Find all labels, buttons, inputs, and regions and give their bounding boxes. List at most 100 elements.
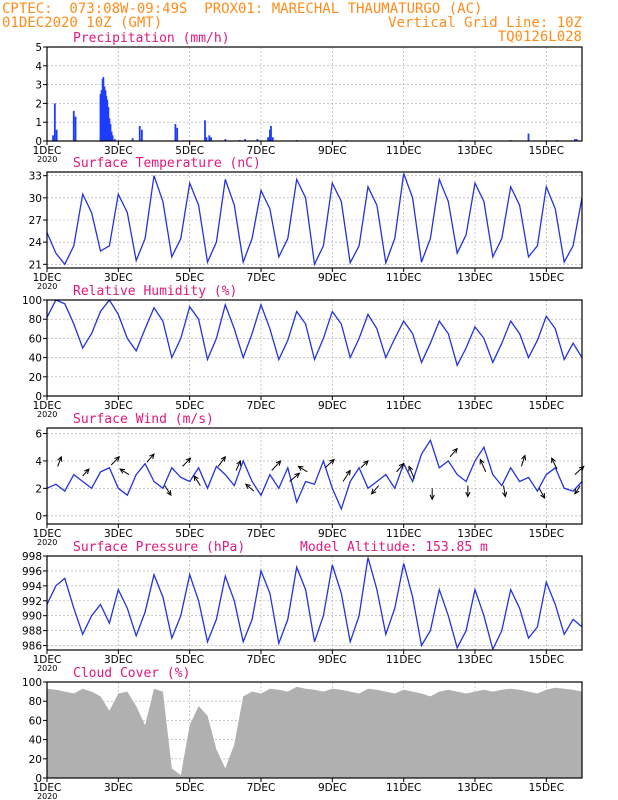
rh-xtick-label: 13DEC: [457, 400, 492, 412]
pressure-ytick-label: 986: [22, 641, 42, 653]
cloud-xtick-label: 1DEC: [33, 782, 62, 794]
wind-arrow: [82, 468, 90, 477]
wind-arrow-head: [294, 472, 301, 479]
precip-bar: [205, 137, 208, 141]
wind-arrow: [342, 469, 351, 482]
precip-bar: [72, 110, 75, 141]
wind-arrow-head: [244, 483, 251, 490]
wind-arrow-head: [185, 457, 192, 464]
header-model-id: TQ0126L028: [497, 29, 582, 45]
precip-ytick-label: 0: [35, 136, 42, 148]
wind-arrow: [217, 455, 227, 467]
wind-arrow-head: [429, 494, 435, 501]
precip-bar: [55, 129, 58, 141]
wind-arrow: [110, 455, 121, 466]
wind-arrow-shaft: [520, 455, 526, 467]
temp-xtick-label: 11DEC: [386, 272, 421, 284]
precip-bar: [110, 131, 113, 141]
precip-bar: [131, 138, 134, 141]
wind-arrow-shaft: [551, 457, 558, 470]
rh-ytick-label: 40: [29, 353, 42, 365]
wind-arrow-head: [114, 455, 121, 462]
pressure-plot-area: [47, 556, 582, 650]
wind-arrow-shaft: [449, 448, 458, 458]
wind-arrow-head: [84, 468, 90, 475]
cloud-xtick-label: 11DEC: [386, 782, 421, 794]
precip-bar: [74, 116, 77, 141]
wind-arrow: [324, 458, 335, 469]
wind-xtick-label: 13DEC: [457, 528, 492, 540]
pressure-panel: 986 988 990 992 994 996 998 1DEC 3DEC 5DEC 7DEC 9DE…: [22, 540, 583, 673]
wind-arrow-shaft: [503, 485, 506, 497]
cloud-frame: [46, 681, 583, 779]
precip-bar: [102, 77, 105, 141]
temp-ytick-label: 33: [29, 171, 42, 183]
pressure-year-label: 2020: [37, 664, 57, 673]
precip-bar: [103, 86, 106, 141]
cloud-xtick-label: 5DEC: [175, 782, 204, 794]
wind-arrow: [57, 455, 63, 467]
rh-ytick-label: 0: [35, 391, 42, 403]
precip-bar: [53, 103, 56, 141]
wind-arrow-shaft: [396, 463, 405, 473]
rh-frame: [46, 299, 583, 397]
wind-arrow: [479, 458, 487, 473]
wind-arrow: [235, 459, 242, 471]
wind-panel: 0 2 4 6 1DEC 3DEC 5DEC 7DEC 9DEC 11DEC 13DEC 15DEC 2…: [33, 412, 585, 547]
wind-xtick-label: 11DEC: [386, 528, 421, 540]
pressure-ytick-label: 988: [22, 626, 42, 638]
precip-ytick-label: 2: [35, 98, 42, 110]
precip-bar: [52, 135, 54, 141]
cloud-ytick-label: 0: [35, 773, 42, 785]
pressure-ytick-label: 992: [22, 596, 42, 608]
cloud-xtick-label: 3DEC: [104, 782, 133, 794]
precip-year-label: 2020: [37, 155, 57, 164]
wind-xtick-label: 9DEC: [318, 528, 347, 540]
wind-arrow-head: [363, 460, 369, 466]
wind-arrow-head: [297, 465, 304, 471]
cloud-ytick-label: 100: [22, 677, 42, 689]
precip-bar: [271, 137, 274, 141]
pressure-title: Surface Pressure (hPa): [73, 540, 245, 555]
rh-xtick-label: 15DEC: [529, 400, 564, 412]
temp-xtick-label: 9DEC: [318, 272, 347, 284]
precip-bar: [224, 139, 227, 141]
wind-arrow: [193, 475, 201, 486]
wind-xtick-label: 1DEC: [33, 528, 62, 540]
wind-arrow-shaft: [235, 460, 241, 471]
wind-arrow-head: [502, 491, 508, 498]
rh-xtick-label: 11DEC: [386, 400, 421, 412]
rh-xtick-label: 1DEC: [33, 400, 62, 412]
pressure-ytick-label: 998: [22, 551, 42, 563]
pressure-xtick-label: 7DEC: [247, 654, 276, 666]
wind-arrow-shaft: [82, 468, 90, 477]
rh-year-label: 2020: [37, 410, 57, 419]
precip-bar: [210, 137, 212, 141]
precip-bar: [256, 139, 259, 141]
temp-xtick-label: 15DEC: [529, 272, 564, 284]
cloud-ytick-label: 80: [29, 696, 42, 708]
wind-arrow-head: [149, 453, 155, 460]
rh-xtick-label: 7DEC: [247, 400, 276, 412]
precip-xtick-label: 9DEC: [318, 145, 347, 157]
pressure-xtick-label: 9DEC: [318, 654, 347, 666]
wind-arrow-shaft: [360, 460, 369, 469]
wind-arrow-shaft: [110, 456, 120, 466]
precip-ytick-label: 3: [35, 80, 42, 92]
wind-arrow-head: [119, 468, 126, 474]
header-grid-note: Vertical Grid Line: 10Z: [388, 15, 582, 31]
rh-xtick-label: 9DEC: [318, 400, 347, 412]
precip-panel: 0 1 2 3 4 5 1DEC 3DEC 5DEC 7DEC 9DEC 11DEC 13DEC 15DE…: [33, 31, 583, 164]
precip-plot-area: [47, 47, 582, 141]
precip-bar: [138, 125, 141, 141]
wind-arrow-head: [408, 465, 414, 472]
precip-bar: [208, 135, 211, 141]
cloud-title: Cloud Cover (%): [73, 666, 190, 681]
temp-title: Surface Temperature (nC): [73, 156, 261, 171]
precip-bar: [113, 139, 116, 141]
wind-arrow-head: [452, 447, 458, 454]
pressure-xtick-label: 15DEC: [529, 654, 564, 666]
wind-plot-area: [47, 428, 582, 524]
precip-xtick-label: 11DEC: [386, 145, 421, 157]
wind-arrow-shaft: [574, 485, 581, 495]
